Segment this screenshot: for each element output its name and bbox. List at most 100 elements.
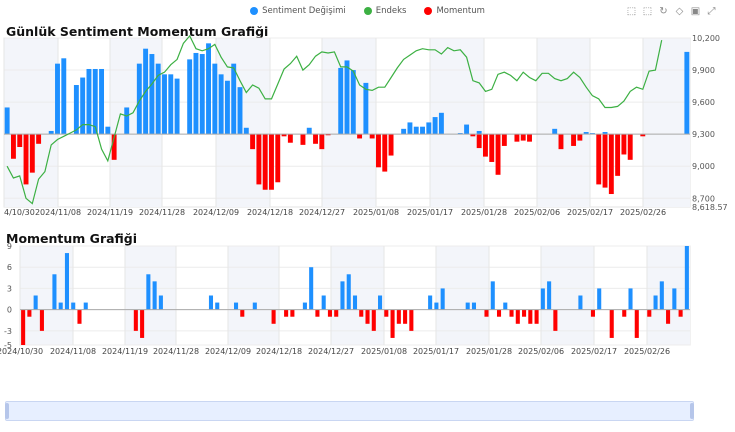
restore-icon[interactable]: ↻ <box>659 6 668 17</box>
save-image-icon[interactable]: ▣ <box>690 6 701 17</box>
legend-item-endeks[interactable]: Endeks <box>363 6 407 16</box>
x-tick-label: 2025/02/06 <box>514 208 560 217</box>
momentum-positive-bar <box>659 281 664 310</box>
momentum-positive-bar <box>653 295 658 310</box>
sentiment-bar <box>224 80 230 135</box>
momentum-bar <box>357 134 363 139</box>
fullscreen-icon[interactable]: ⤢ <box>707 6 716 17</box>
momentum-negative-bar <box>553 309 558 331</box>
sentiment-bar <box>583 132 589 135</box>
momentum-positive-bar <box>503 302 508 310</box>
momentum-positive-bar <box>471 302 477 310</box>
momentum-chart-title: Momentum Grafiği <box>6 231 138 246</box>
sentiment-bar <box>426 122 432 135</box>
momentum-negative-bar <box>359 309 364 317</box>
momentum-negative-bar <box>371 309 376 331</box>
momentum-bar <box>382 134 388 172</box>
x-tick-label: 2025/02/26 <box>624 347 670 356</box>
momentum-bar <box>640 134 646 137</box>
momentum-negative-bar <box>27 309 32 317</box>
momentum-negative-bar <box>396 309 401 324</box>
sentiment-bar <box>602 132 608 135</box>
sentiment-bar <box>4 107 10 135</box>
sentiment-bar <box>136 63 142 135</box>
slider-handle-left[interactable] <box>5 403 9 419</box>
momentum-bar <box>376 134 381 168</box>
x-tick-label: 2025/01/17 <box>413 347 459 356</box>
momentum-bar <box>596 134 602 185</box>
y-tick-label: 0 <box>7 306 12 315</box>
momentum-bar <box>483 134 488 157</box>
x-tick-label: 2024/11/08 <box>50 347 96 356</box>
sentiment-bar <box>231 63 237 135</box>
momentum-negative-bar <box>271 309 276 324</box>
sentiment-bar <box>407 122 413 135</box>
sentiment-bar <box>363 82 369 135</box>
legend-label: Endeks <box>375 6 407 16</box>
legend-item-momentum[interactable]: Momentum <box>424 6 485 16</box>
sentiment-bar <box>684 51 690 135</box>
sentiment-bar <box>413 126 419 135</box>
sentiment-bar <box>99 68 105 135</box>
y-tick-label: -5 <box>4 341 12 350</box>
legend-label: Sentiment Değişimi <box>262 6 346 16</box>
sentiment-bar <box>55 63 60 135</box>
x-tick-label: 2024/11/19 <box>102 347 148 356</box>
momentum-bar <box>608 134 614 195</box>
momentum-bar <box>281 134 287 137</box>
sentiment-bar <box>92 68 98 135</box>
main-chart-title: Günlük Sentiment Momentum Grafiği <box>6 24 269 39</box>
momentum-negative-bar <box>77 309 82 324</box>
y-tick-label: 10,200 <box>692 34 720 43</box>
momentum-bar <box>527 134 532 142</box>
momentum-positive-bar <box>252 302 257 310</box>
slider-handle-right[interactable] <box>690 403 694 419</box>
sentiment-bar <box>187 59 193 135</box>
momentum-positive-bar <box>490 281 495 310</box>
momentum-bar <box>275 134 281 183</box>
y-tick-label: 9,000 <box>692 162 715 171</box>
zoom-reset-icon[interactable]: ⬚ <box>642 6 653 17</box>
momentum-negative-bar <box>290 309 295 317</box>
x-tick-label: 2024/11/28 <box>139 208 185 217</box>
sentiment-bar <box>168 74 174 135</box>
data-view-icon[interactable]: ◇ <box>675 6 684 17</box>
sentiment-bar <box>218 74 224 135</box>
sentiment-bar <box>48 130 54 135</box>
momentum-positive-bar <box>309 267 314 310</box>
x-tick-label: 2025/02/06 <box>518 347 564 356</box>
momentum-bar <box>476 134 482 149</box>
sentiment-bar <box>174 78 180 135</box>
sentiment-bar <box>237 87 243 135</box>
momentum-bar <box>269 134 274 190</box>
sentiment-bar <box>476 130 482 135</box>
momentum-bar <box>388 134 394 156</box>
x-tick-label: 2024/12/27 <box>308 347 354 356</box>
momentum-positive-bar <box>64 253 69 310</box>
momentum-positive-bar <box>465 302 470 310</box>
momentum-positive-bar <box>672 288 677 310</box>
momentum-bar <box>319 134 325 150</box>
momentum-negative-bar <box>21 309 26 345</box>
data-zoom-slider[interactable] <box>5 401 694 421</box>
momentum-negative-bar <box>315 309 320 317</box>
momentum-positive-bar <box>58 302 63 310</box>
x-tick-label: 2025/01/28 <box>466 347 512 356</box>
momentum-negative-bar <box>240 309 245 317</box>
momentum-bar <box>313 134 318 144</box>
momentum-negative-bar <box>634 309 639 338</box>
legend-item-sentiment[interactable]: Sentiment Değişimi <box>250 6 346 16</box>
momentum-bar <box>501 134 507 146</box>
legend: Sentiment Değişimi Endeks Momentum <box>0 6 735 16</box>
momentum-negative-bar <box>365 309 370 324</box>
sentiment-bar <box>401 128 407 135</box>
momentum-bar <box>627 134 633 160</box>
sentiment-bar <box>149 54 155 135</box>
momentum-bar <box>36 134 42 144</box>
sentiment-bar <box>420 126 425 135</box>
momentum-positive-bar <box>352 295 358 310</box>
momentum-bar <box>495 134 501 175</box>
plot-band <box>647 246 690 345</box>
zoom-icon[interactable]: ⬚ <box>626 6 637 17</box>
momentum-bar <box>369 134 375 139</box>
